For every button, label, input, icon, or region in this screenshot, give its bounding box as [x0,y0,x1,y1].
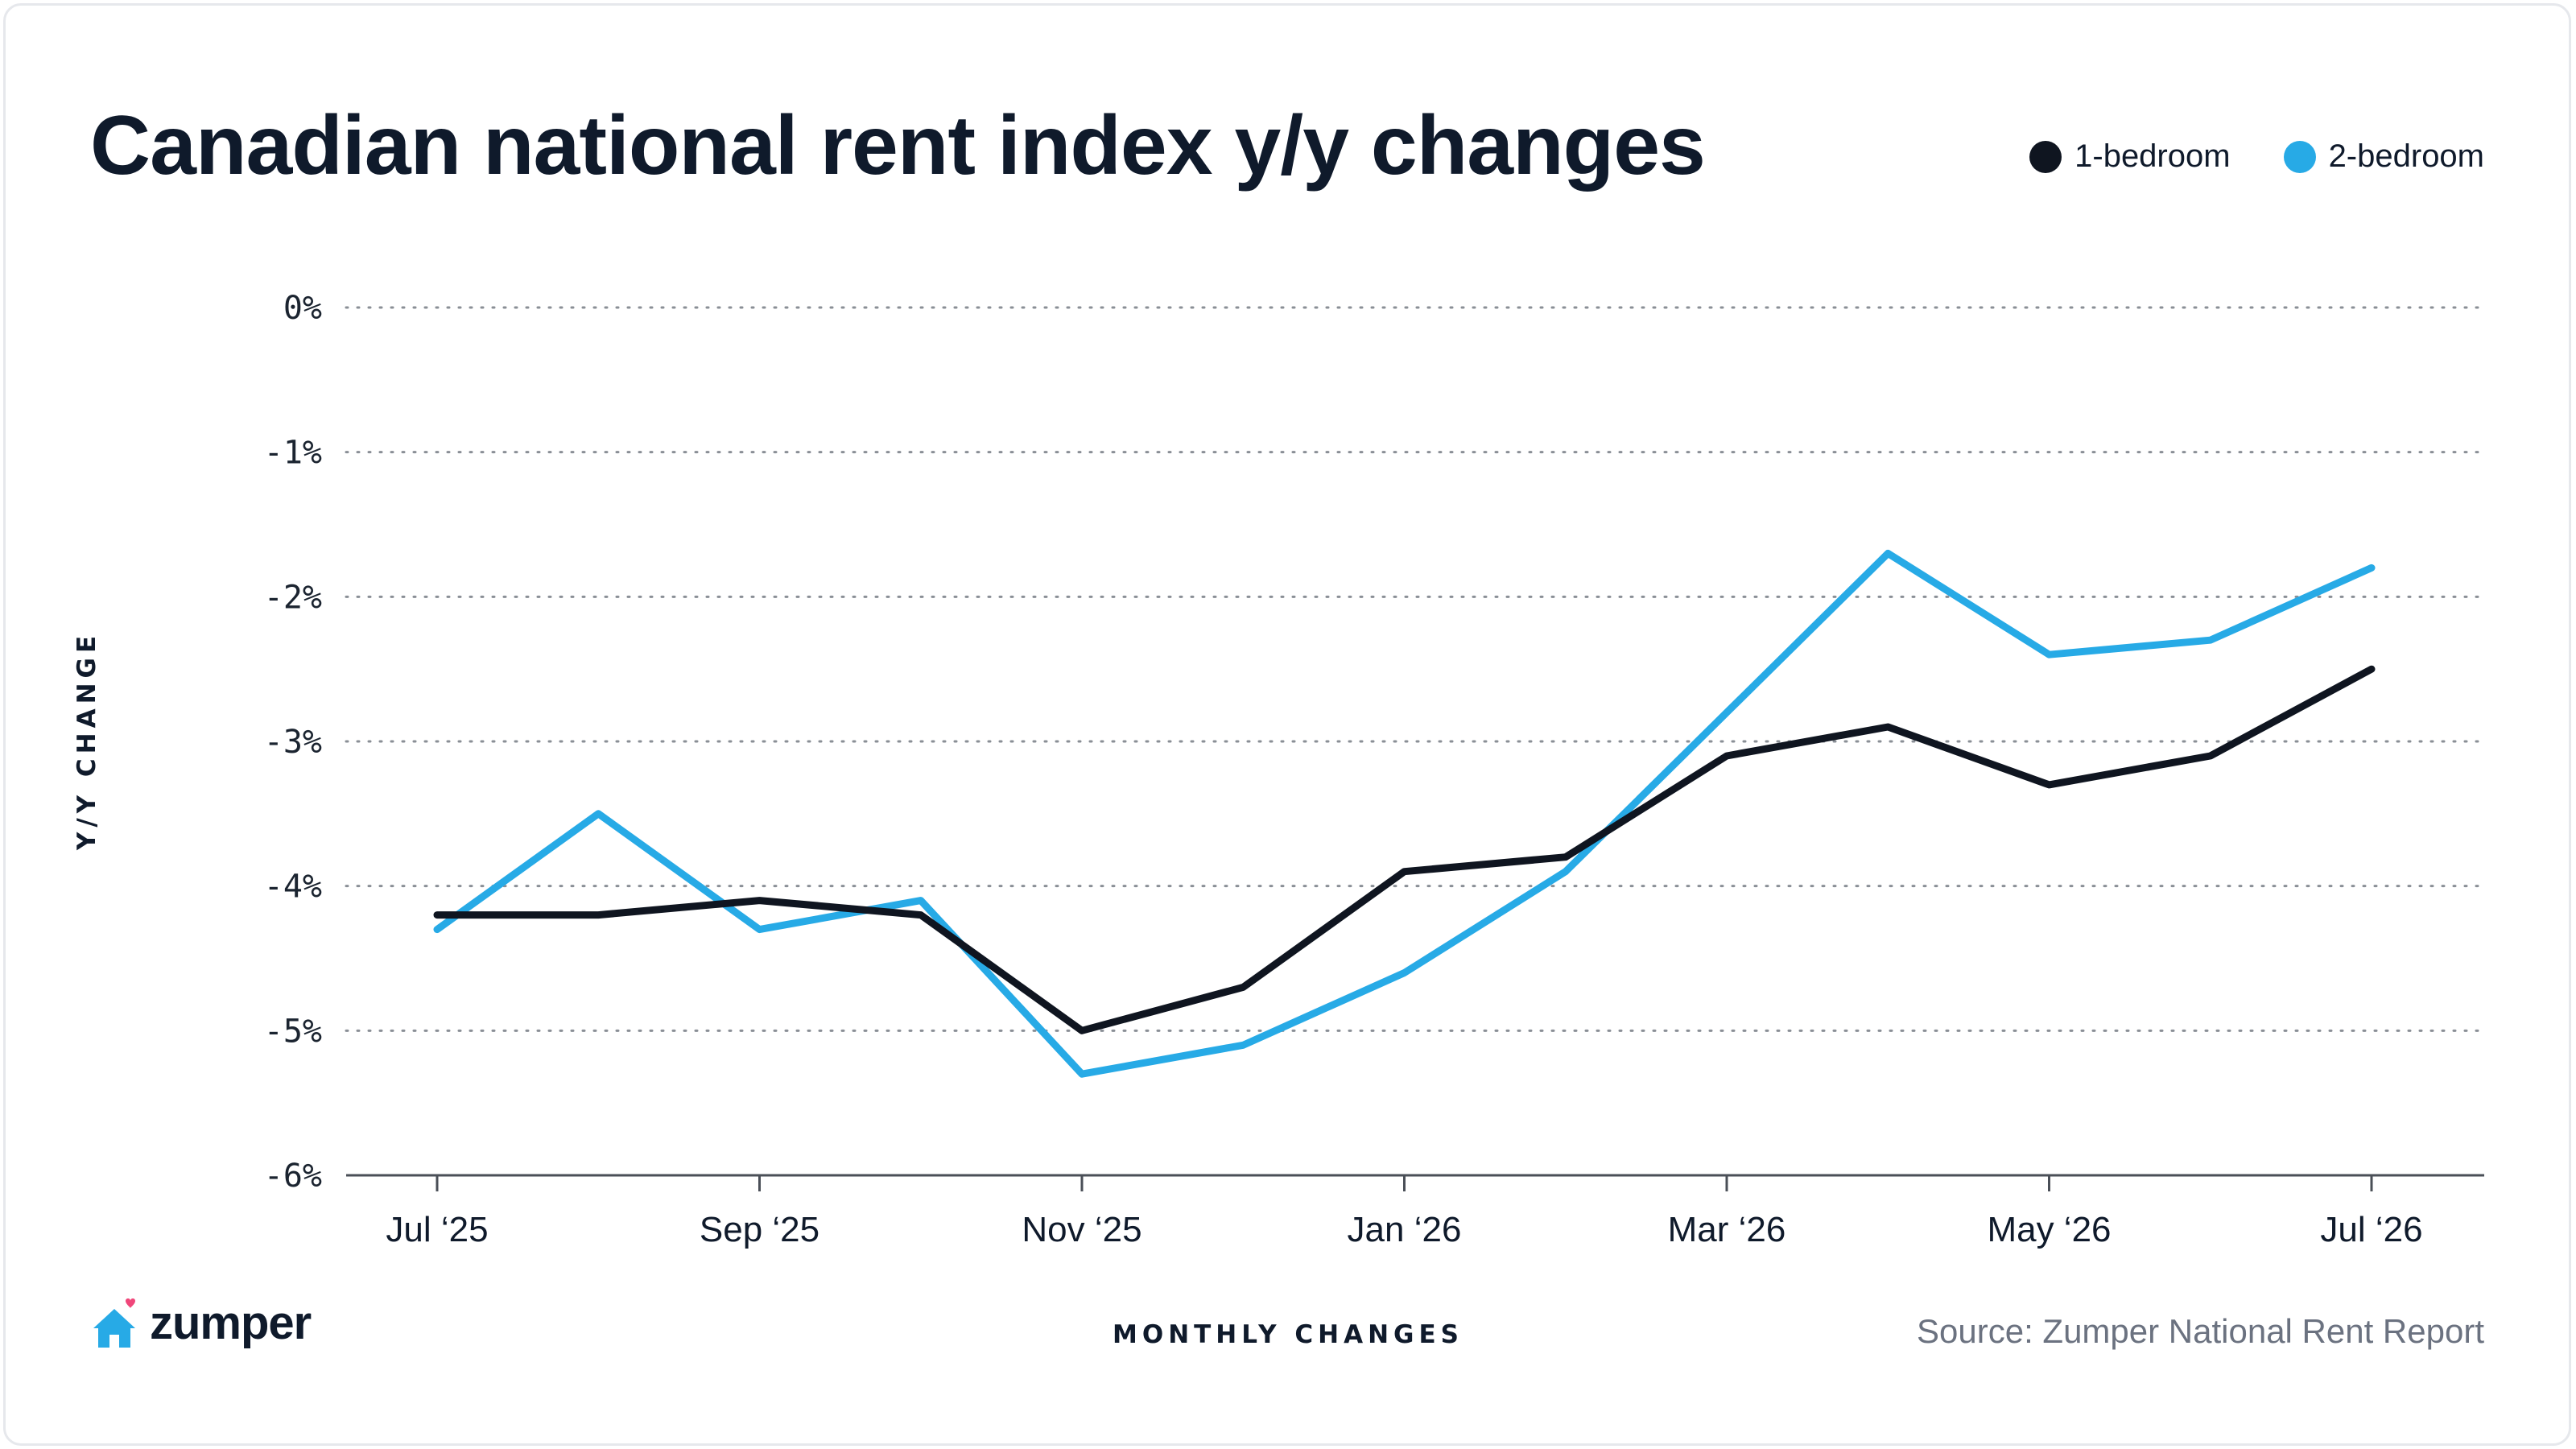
x-tick-label: Jan ‘26 [1348,1210,1462,1249]
legend-dot-1-bedroom [2029,140,2062,173]
y-tick-label: 0% [283,290,322,327]
chart-title: Canadian national rent index y/y changes [90,99,1706,192]
x-tick-label: May ‘26 [1987,1210,2111,1249]
series-line-2-bedroom [433,549,2376,1078]
zumper-logo: zumper [90,1296,312,1350]
legend: 1-bedroom 2-bedroom [1976,138,2484,175]
y-axis-label: Y/Y CHANGE [72,630,101,851]
series-line-1-bedroom [433,665,2376,1034]
legend-item-2-bedroom: 2-bedroom [2283,138,2484,175]
x-axis-label: MONTHLY CHANGES [1113,1320,1463,1349]
x-tick-label: Sep ‘25 [700,1210,819,1249]
legend-item-1-bedroom: 1-bedroom [2029,138,2231,175]
legend-label-1-bedroom: 1-bedroom [2074,138,2231,174]
x-axis: Jul ‘25 Sep ‘25 Nov ‘25 Jan ‘26 Mar ‘26 May ‘… [346,1174,2484,1249]
grid-lines [345,306,2486,1032]
source-note: Source: Zumper National Rent Report [1917,1312,2484,1350]
chart-card [3,3,2571,1446]
y-tick-label: -2% [264,579,322,616]
series-lines [433,549,2376,1078]
y-tick-label: -3% [264,724,322,761]
brand-name: zumper [150,1297,312,1349]
x-tick-label: Mar ‘26 [1668,1210,1786,1249]
x-tick-label: Jul ‘25 [386,1210,488,1249]
x-tick-label: Nov ‘25 [1022,1210,1141,1249]
y-tick-label: -4% [264,869,322,906]
y-tick-label: -6% [264,1158,322,1195]
y-tick-label: -5% [264,1013,322,1050]
y-tick-labels: 0% -1% -2% -3% -4% -5% -6% [264,290,322,1195]
y-tick-label: -1% [264,435,322,472]
legend-dot-2-bedroom [2283,140,2316,173]
legend-label-2-bedroom: 2-bedroom [2328,138,2484,174]
x-tick-label: Jul ‘26 [2320,1210,2422,1249]
house-heart-icon [93,1298,135,1348]
